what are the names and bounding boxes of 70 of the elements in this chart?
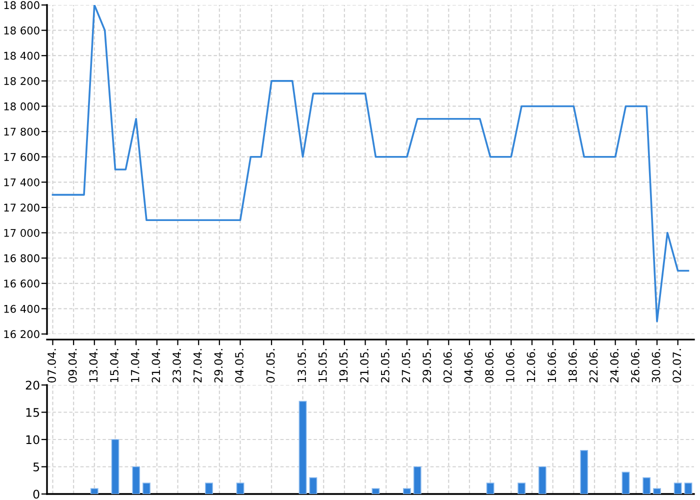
y-tick-label: 18 200 (4, 77, 40, 86)
bar (372, 488, 380, 494)
x-tick-label: 22.06. (589, 349, 598, 382)
x-tick-label: 24.06. (610, 349, 619, 382)
bar (684, 482, 692, 494)
x-tick-label: 23.04. (172, 349, 181, 382)
bar (403, 488, 411, 494)
bar (298, 400, 307, 494)
bar (309, 477, 318, 494)
y-tick-label: 18 600 (4, 26, 40, 34)
x-tick-label: 25.05. (380, 349, 390, 382)
x-tick-label: 21.04. (152, 349, 160, 382)
x-tick-label: 07.04. (48, 349, 56, 382)
bar (236, 482, 244, 494)
y-tick-label: 17 000 (4, 228, 40, 237)
x-tick-label: 26.06. (630, 349, 640, 382)
bar (413, 466, 422, 494)
bar (580, 450, 588, 494)
bar (538, 466, 546, 494)
bar (653, 488, 661, 494)
y-tick-label: 17 200 (4, 204, 40, 212)
x-tick-label: 27.04. (193, 349, 202, 382)
line-series (52, 5, 690, 322)
bar (205, 482, 213, 494)
x-tick-label: 13.04. (89, 349, 98, 382)
x-tick-label: 19.05. (339, 349, 348, 382)
bar (90, 488, 98, 494)
x-tick-label: 13.05. (298, 349, 306, 382)
y-tick-label: 0 (33, 490, 40, 499)
y-tick-label: 18 000 (4, 102, 40, 110)
bar (142, 482, 150, 494)
x-tick-label: 04.06. (464, 349, 473, 382)
x-tick-label: 18.06. (568, 349, 577, 382)
x-tick-label: 17.04. (130, 349, 140, 382)
x-tick-label: 08.06. (485, 349, 494, 382)
x-tick-label: 04.05. (235, 349, 244, 382)
y-tick-label: 18 400 (4, 52, 40, 60)
x-tick-label: 15.05. (318, 349, 327, 382)
y-tick-label: 17 800 (4, 128, 40, 136)
y-tick-label: 5 (33, 462, 40, 472)
x-tick-label: 27.05. (402, 349, 410, 382)
y-tick-label: 16 600 (4, 280, 40, 288)
bar (132, 466, 140, 494)
x-tick-label: 10.06. (506, 349, 514, 382)
y-tick-label: 16 800 (4, 254, 40, 262)
y-tick-label: 16 200 (4, 330, 40, 338)
y-tick-label: 18 800 (4, 1, 40, 10)
x-tick-label: 12.06. (526, 349, 536, 382)
y-tick-label: 16 400 (4, 304, 40, 313)
bar (486, 482, 494, 494)
y-tick-label: 15 (26, 408, 40, 417)
x-tick-label: 02.06. (443, 349, 452, 382)
x-tick-label: 16.06. (548, 349, 556, 382)
bar (642, 477, 651, 494)
bar (622, 472, 630, 494)
x-tick-label: 30.06. (652, 349, 660, 382)
bar (111, 439, 120, 494)
x-tick-label: 15.04. (110, 349, 118, 382)
y-tick-label: 20 (26, 380, 40, 390)
bar (518, 482, 526, 494)
x-tick-label: 02.07. (672, 349, 682, 382)
x-tick-label: 07.05. (266, 349, 275, 382)
x-tick-label: 21.05. (360, 349, 369, 382)
y-tick-label: 10 (26, 435, 40, 444)
bar (674, 482, 682, 494)
x-tick-label: 29.05. (422, 349, 432, 382)
y-tick-label: 17 600 (4, 153, 40, 162)
y-tick-label: 17 400 (4, 178, 40, 186)
x-tick-label: 09.04. (68, 349, 77, 382)
x-tick-label: 29.04. (214, 349, 223, 382)
